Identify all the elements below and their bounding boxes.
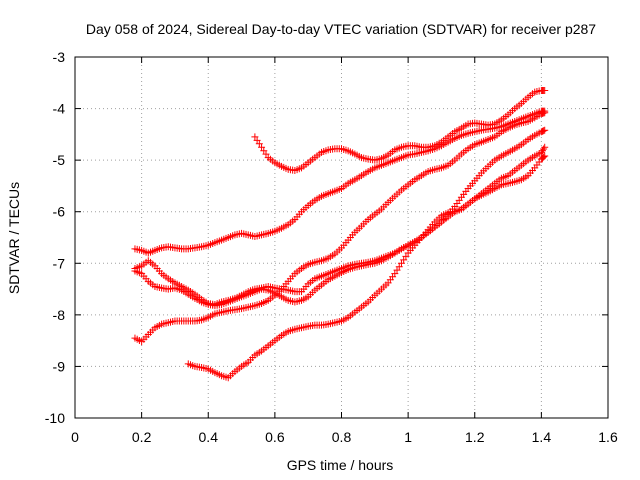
series-track-5 — [131, 109, 549, 346]
data-point-plus — [540, 127, 548, 135]
x-tick-label: 0.2 — [132, 429, 152, 445]
data-point-plus — [541, 126, 549, 134]
data-point-plus — [540, 145, 548, 153]
data-point-plus — [540, 153, 548, 161]
y-tick-label: -9 — [53, 358, 66, 374]
y-tick-label: -5 — [53, 152, 66, 168]
y-tick-label: -8 — [53, 307, 66, 323]
x-tick-label: 1.6 — [598, 429, 618, 445]
series-track-2 — [131, 107, 549, 257]
x-axis-label: GPS time / hours — [287, 457, 394, 473]
x-tick-label: 0.4 — [199, 429, 219, 445]
x-tick-label: 1.2 — [465, 429, 485, 445]
y-axis-label: SDTVAR / TECUs — [6, 182, 22, 294]
grid — [75, 57, 608, 418]
axis-ticks: 0 0.2 0.4 0.6 0.8 1 1.2 1.4 1.6 -10 -9 -8 -7 -6 -5 -4 -3 — [45, 49, 618, 445]
x-tick-label: 0.8 — [332, 429, 352, 445]
series-track-6 — [184, 152, 549, 382]
x-tick-label: 1 — [404, 429, 412, 445]
data-point-plus — [541, 143, 549, 151]
y-tick-label: -7 — [53, 255, 66, 271]
data-point-plus — [541, 87, 549, 95]
y-tick-label: -10 — [45, 410, 65, 426]
data-series — [131, 87, 549, 382]
y-tick-label: -4 — [53, 101, 66, 117]
y-tick-label: -3 — [53, 49, 66, 65]
data-point-plus — [541, 152, 549, 160]
x-tick-label: 0 — [71, 429, 79, 445]
x-tick-label: 0.6 — [265, 429, 285, 445]
x-tick-label: 1.4 — [532, 429, 552, 445]
chart-title: Day 058 of 2024, Sidereal Day-to-day VTE… — [86, 21, 596, 37]
y-tick-label: -6 — [53, 204, 66, 220]
data-point-plus — [541, 109, 549, 117]
